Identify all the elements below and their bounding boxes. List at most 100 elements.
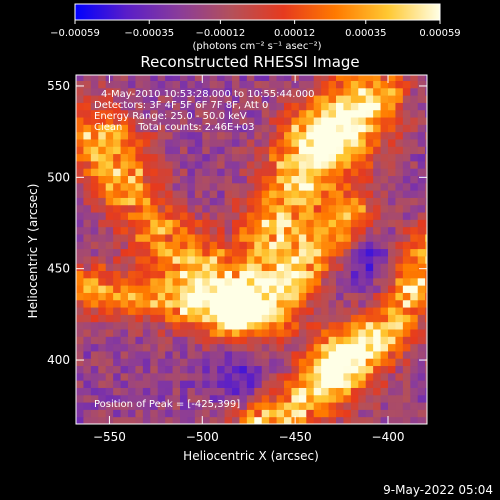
heatmap-cell xyxy=(83,204,92,213)
heatmap-cell xyxy=(239,292,248,301)
heatmap-cell xyxy=(165,117,174,125)
heatmap-cell xyxy=(306,328,315,337)
heatmap-cell xyxy=(142,409,151,418)
heatmap-cell xyxy=(90,343,99,352)
heatmap-cell xyxy=(365,372,374,381)
heatmap-cell xyxy=(224,75,233,81)
heatmap-cell xyxy=(232,233,240,242)
heatmap-cell xyxy=(410,292,419,301)
heatmap-cell xyxy=(224,109,233,118)
heatmap-cell xyxy=(142,102,151,111)
heatmap-cell xyxy=(313,263,322,272)
heatmap-cell xyxy=(98,255,107,264)
heatmap-cell xyxy=(76,117,84,125)
heatmap-cell xyxy=(321,336,330,345)
heatmap-cell xyxy=(336,131,344,140)
heatmap-cell xyxy=(261,307,270,315)
heatmap-cell xyxy=(142,321,151,330)
heatmap-cell xyxy=(120,80,129,89)
heatmap-cell xyxy=(388,314,396,323)
heatmap-cell xyxy=(328,219,337,228)
heatmap-cell xyxy=(150,263,159,272)
heatmap-cell xyxy=(254,402,263,410)
heatmap-cell xyxy=(246,307,255,315)
heatmap-cell xyxy=(165,299,174,308)
heatmap-cell xyxy=(113,263,122,272)
heatmap-cell xyxy=(358,299,367,308)
heatmap-cell xyxy=(165,226,174,235)
heatmap-cell xyxy=(128,233,136,242)
heatmap-cell xyxy=(276,226,285,235)
heatmap-cell xyxy=(425,124,427,133)
heatmap-cell xyxy=(232,270,240,279)
heatmap-cell xyxy=(358,138,367,147)
heatmap-cell xyxy=(261,277,270,286)
heatmap-cell xyxy=(328,350,337,359)
heatmap-cell xyxy=(128,226,136,235)
heatmap-cell xyxy=(202,233,211,242)
heatmap-cell xyxy=(150,277,159,286)
heatmap-cell xyxy=(365,402,374,410)
heatmap-cell xyxy=(358,380,367,388)
heatmap-cell xyxy=(402,307,411,315)
heatmap-cell xyxy=(165,321,174,330)
heatmap-cell xyxy=(336,219,344,228)
heatmap-cell xyxy=(105,328,114,337)
heatmap-cell xyxy=(142,336,151,345)
heatmap-cell xyxy=(202,387,211,396)
heatmap-cell xyxy=(187,285,196,293)
heatmap-cell xyxy=(217,153,226,162)
heatmap-cell xyxy=(417,87,426,96)
heatmap-cell xyxy=(83,95,92,103)
heatmap-cell xyxy=(321,182,330,191)
heatmap-cell xyxy=(135,314,144,323)
heatmap-cell xyxy=(306,255,315,264)
heatmap-cell xyxy=(105,285,114,293)
heatmap-cell xyxy=(150,153,159,162)
heatmap-cell xyxy=(98,233,107,242)
heatmap-cell xyxy=(373,131,382,140)
heatmap-cell xyxy=(388,328,396,337)
heatmap-cell xyxy=(388,270,396,279)
heatmap-cell xyxy=(165,292,174,301)
heatmap-cell xyxy=(284,160,292,169)
heatmap-cell xyxy=(187,299,196,308)
heatmap-cell xyxy=(98,168,107,176)
heatmap-cell xyxy=(284,95,292,103)
heatmap-cell xyxy=(217,241,226,250)
heatmap-cell xyxy=(90,80,99,89)
heatmap-cell xyxy=(180,124,188,133)
heatmap-cell xyxy=(157,204,166,213)
heatmap-cell xyxy=(276,190,285,198)
heatmap-cell xyxy=(83,343,92,352)
heatmap-cell xyxy=(128,124,136,133)
heatmap-cell xyxy=(336,75,344,81)
heatmap-cell xyxy=(373,95,382,103)
heatmap-cell xyxy=(269,146,278,155)
heatmap-cell xyxy=(150,321,159,330)
heatmap-cell xyxy=(194,358,203,367)
heatmap-cell xyxy=(128,212,136,220)
heatmap-cell xyxy=(336,241,344,250)
heatmap-cell xyxy=(328,168,337,176)
heatmap-cell xyxy=(276,146,285,155)
heatmap-cell xyxy=(350,270,359,279)
heatmap-cell xyxy=(150,138,159,147)
heatmap-cell xyxy=(313,175,322,184)
heatmap-cell xyxy=(417,299,426,308)
heatmap-cell xyxy=(105,95,114,103)
heatmap-cell xyxy=(239,146,248,155)
colorbar-ramp xyxy=(74,3,441,21)
heatmap-cell xyxy=(150,285,159,293)
heatmap-cell xyxy=(209,197,218,206)
heatmap-cell xyxy=(291,102,300,111)
heatmap-cell xyxy=(254,160,263,169)
heatmap-cell xyxy=(395,80,404,89)
heatmap-cell xyxy=(321,190,330,198)
heatmap-cell xyxy=(128,168,136,176)
heatmap-cell xyxy=(113,328,122,337)
heatmap-cell xyxy=(135,80,144,89)
heatmap-cell xyxy=(328,226,337,235)
heatmap-cell xyxy=(202,138,211,147)
heatmap-cell xyxy=(239,328,248,337)
